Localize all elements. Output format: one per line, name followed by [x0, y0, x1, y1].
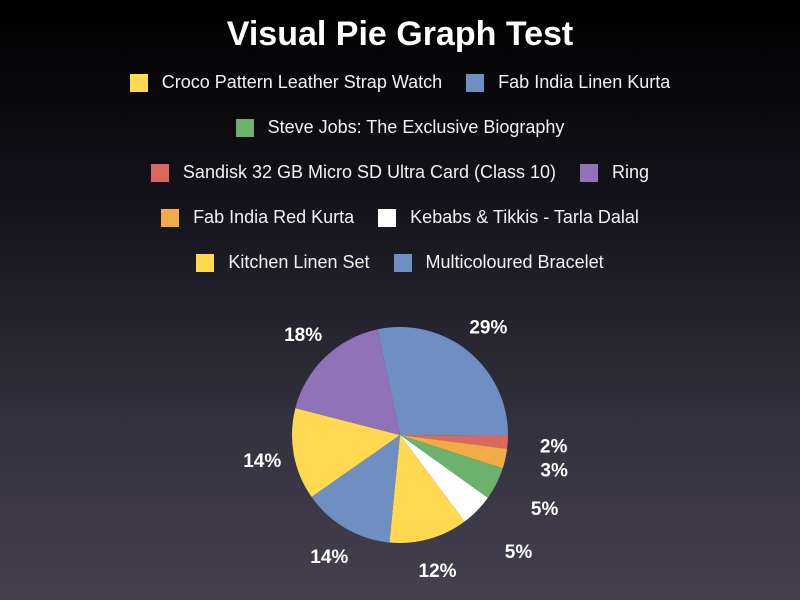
legend-label: Multicoloured Bracelet: [425, 252, 604, 272]
slice-percent-label: 5%: [505, 542, 533, 563]
legend-item: Kitchen Linen Set: [196, 252, 370, 273]
slice-percent-label: 5%: [531, 499, 559, 520]
legend-item: Fab India Red Kurta: [161, 207, 354, 228]
slice-percent-label: 2%: [540, 436, 568, 457]
pie-slice: [295, 329, 400, 435]
legend-swatch: [129, 73, 148, 92]
slice-percent-label: 14%: [243, 451, 281, 472]
pie-slice: [400, 435, 508, 469]
legend-label: Ring: [612, 162, 650, 182]
legend-swatch: [196, 253, 215, 272]
legend-swatch: [235, 118, 254, 137]
slice-percent-label: 18%: [284, 325, 322, 346]
legend-item: Croco Pattern Leather Strap Watch: [129, 72, 443, 93]
slice-percent-label: 29%: [469, 317, 507, 338]
legend-row: Fab India Red Kurta Kebabs & Tikkis - Tar…: [0, 195, 800, 240]
legend-item: Fab India Linen Kurta: [466, 72, 670, 93]
legend-swatch: [378, 208, 397, 227]
slice-percent-label: 14%: [310, 547, 348, 568]
legend-swatch: [161, 208, 180, 227]
legend-label: Croco Pattern Leather Strap Watch: [161, 72, 443, 92]
pie-slice: [292, 408, 400, 497]
legend-label: Kebabs & Tikkis - Tarla Dalal: [410, 207, 639, 227]
legend-item: Multicoloured Bracelet: [393, 252, 604, 273]
legend-swatch: [150, 163, 169, 182]
legend-item: Sandisk 32 GB Micro SD Ultra Card (Class…: [150, 162, 557, 183]
pie-slice: [400, 435, 508, 449]
legend-swatch: [393, 253, 412, 272]
pie-slice: [400, 435, 488, 522]
legend-label: Kitchen Linen Set: [228, 252, 370, 272]
legend-item: Ring: [580, 162, 649, 183]
pie-slice: [389, 435, 465, 543]
legend-row: Kitchen Linen Set Multicoloured Bracelet: [0, 240, 800, 285]
pie-slice: [377, 327, 508, 436]
pie-slice: [311, 435, 400, 543]
legend-row: Croco Pattern Leather Strap Watch Fab Ind…: [0, 60, 800, 105]
legend-swatch: [580, 163, 599, 182]
legend-row: Steve Jobs: The Exclusive Biography: [0, 105, 800, 150]
legend-item: Kebabs & Tikkis - Tarla Dalal: [378, 207, 639, 228]
pie-slice: [400, 435, 503, 498]
legend-label: Fab India Linen Kurta: [498, 72, 671, 92]
legend-swatch: [466, 73, 485, 92]
slice-percent-label: 12%: [419, 561, 457, 582]
slice-percent-label: 3%: [540, 461, 568, 482]
legend-label: Steve Jobs: The Exclusive Biography: [267, 117, 565, 137]
chart-title: Visual Pie Graph Test: [226, 15, 574, 53]
legend-label: Fab India Red Kurta: [193, 207, 355, 227]
legend-label: Sandisk 32 GB Micro SD Ultra Card (Class…: [182, 162, 557, 182]
legend-row: Sandisk 32 GB Micro SD Ultra Card (Class…: [0, 150, 800, 195]
legend-item: Steve Jobs: The Exclusive Biography: [235, 117, 565, 138]
